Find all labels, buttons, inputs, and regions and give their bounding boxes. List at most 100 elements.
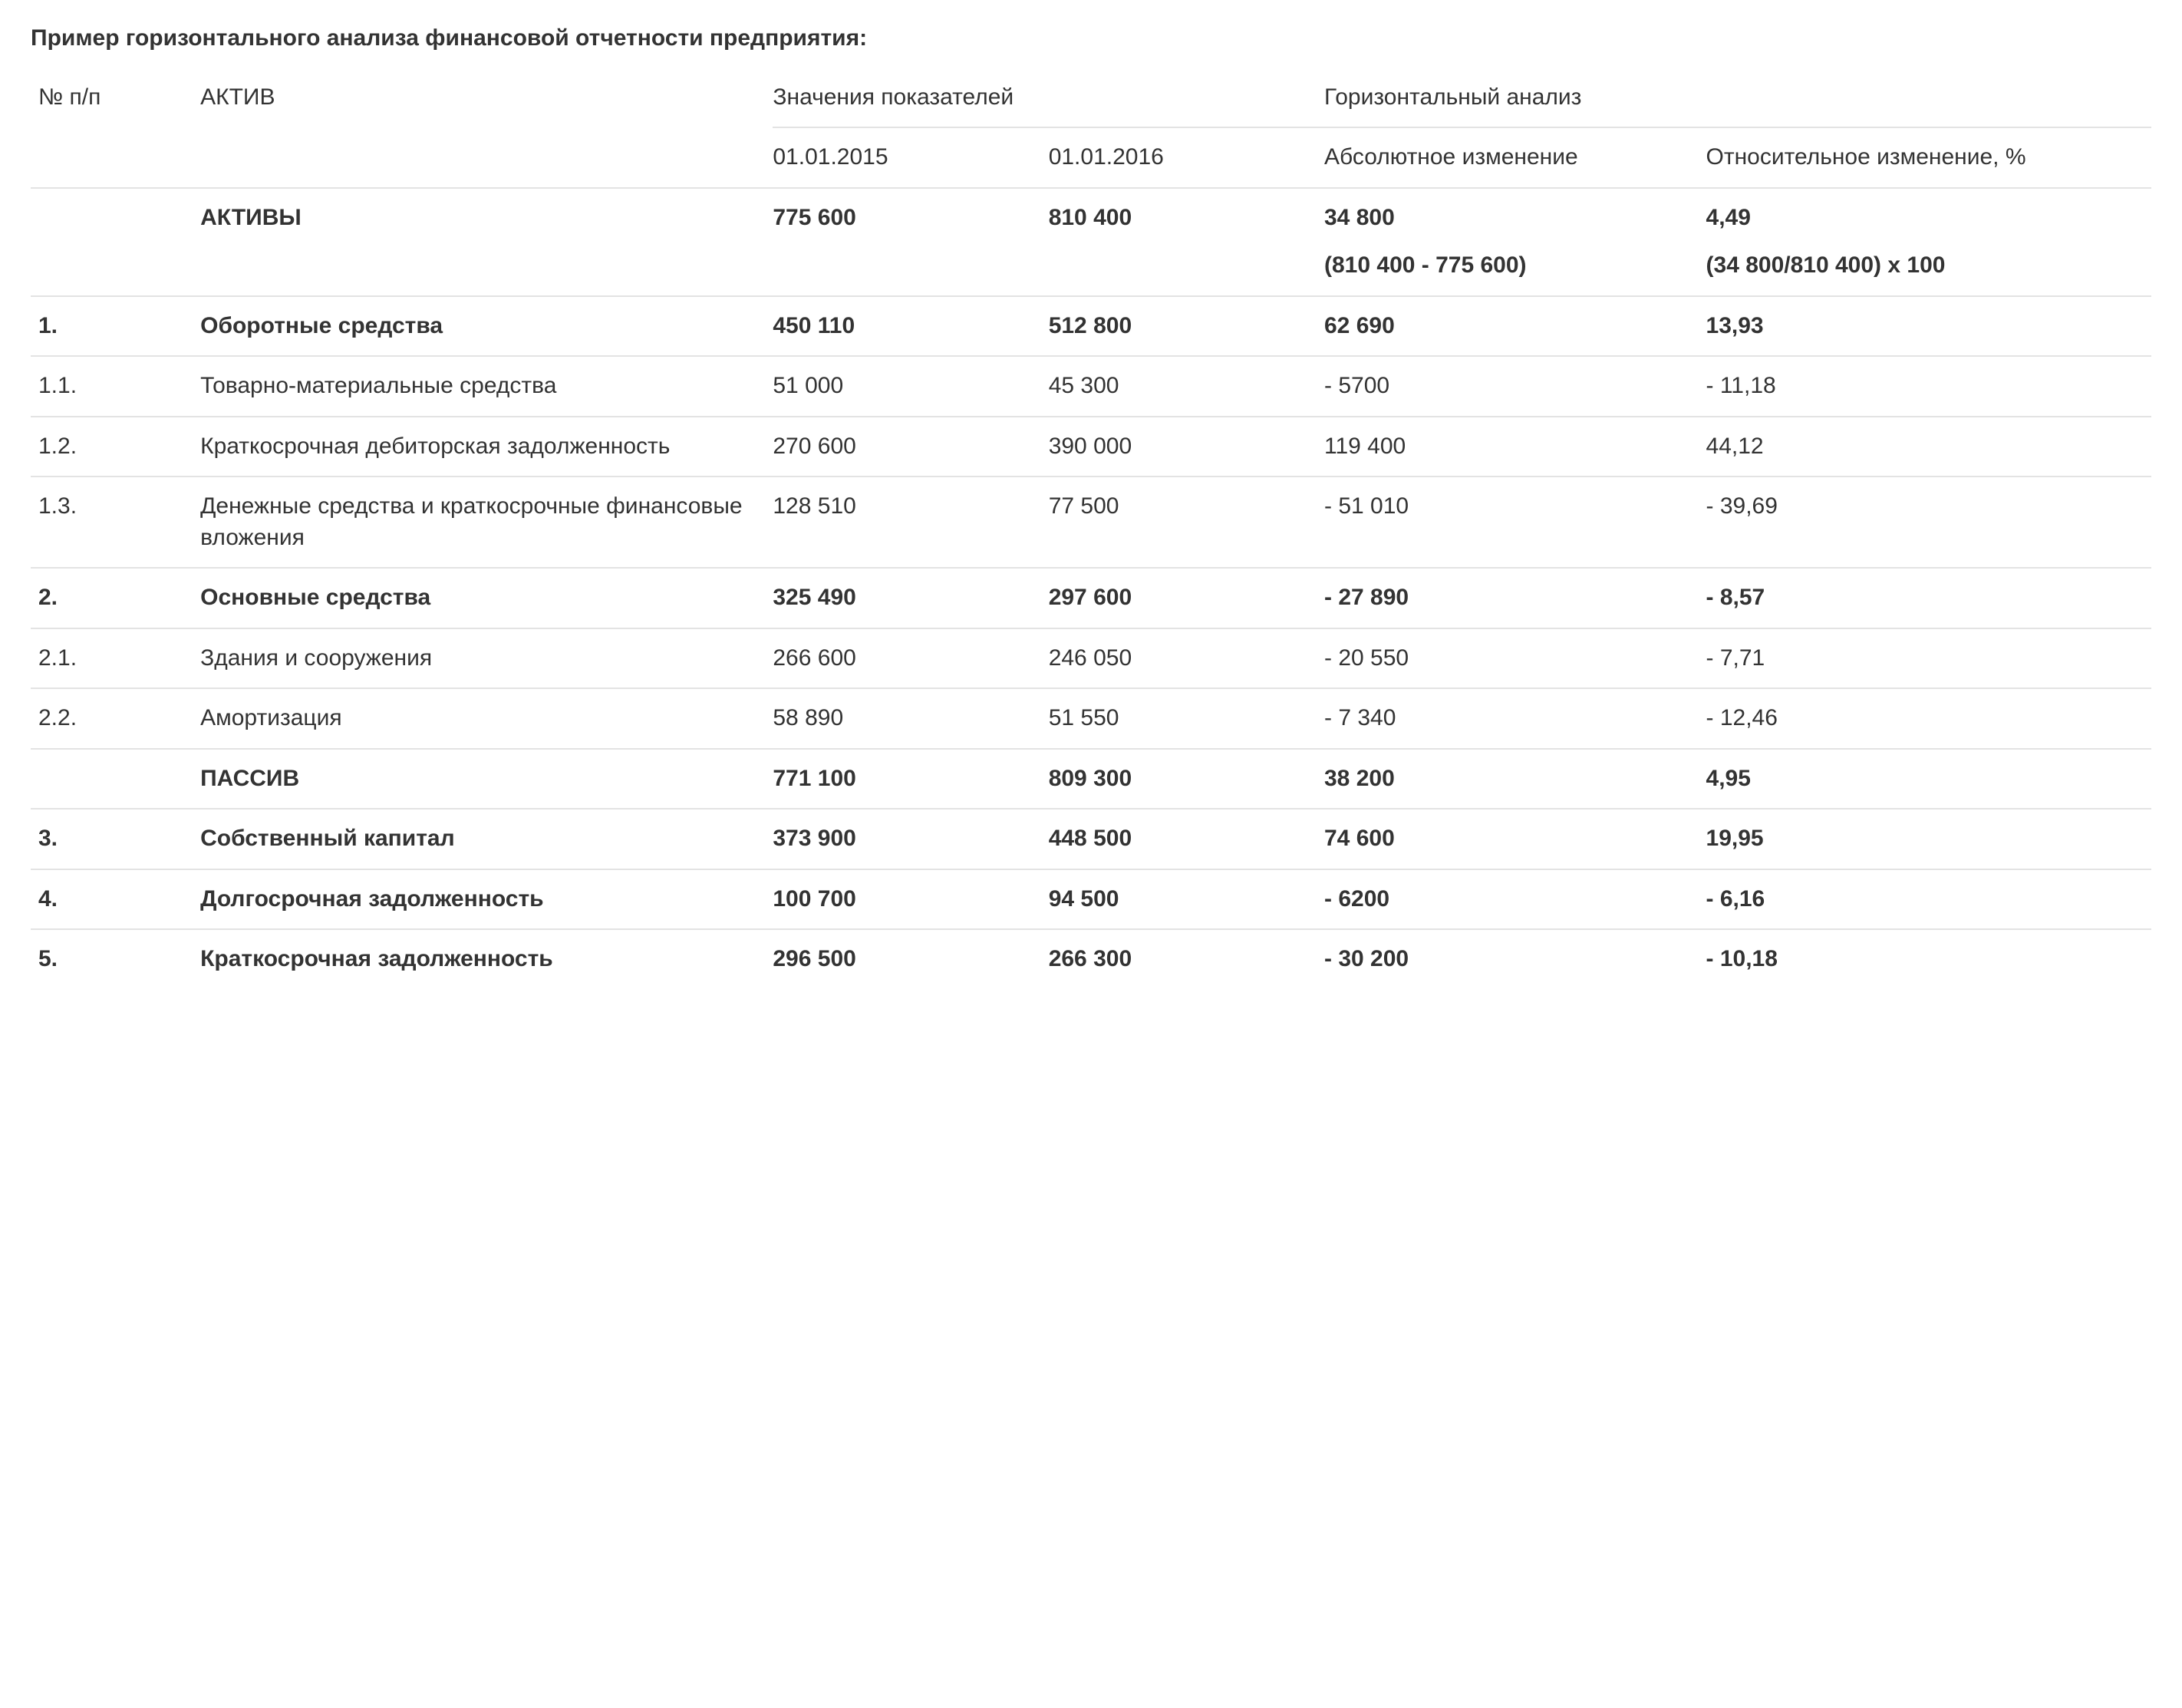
cell-v1: 775 600 [773, 188, 1048, 248]
cell-num [31, 749, 200, 809]
cell-v1: 270 600 [773, 417, 1048, 477]
table-row: 3.Собственный капитал373 900448 50074 60… [31, 809, 2151, 869]
cell-name: Краткосрочная задолженность [200, 929, 773, 989]
cell-abs: - 30 200 [1324, 929, 1706, 989]
cell-abs: 62 690 [1324, 296, 1706, 357]
page-title: Пример горизонтального анализа финансово… [31, 23, 2151, 54]
cell-num: 5. [31, 929, 200, 989]
cell-abs: 119 400 [1324, 417, 1706, 477]
table-row: 1.1.Товарно-материальные средства51 0004… [31, 356, 2151, 417]
header-num: № п/п [31, 68, 200, 188]
header-values-group: Значения показателей [773, 68, 1324, 128]
cell-rel: - 11,18 [1706, 356, 2151, 417]
cell-num [31, 188, 200, 248]
cell-rel: - 6,16 [1706, 869, 2151, 930]
cell-abs: - 20 550 [1324, 628, 1706, 689]
cell-abs: - 7 340 [1324, 688, 1706, 749]
cell-name [200, 247, 773, 296]
cell-v2: 809 300 [1049, 749, 1324, 809]
cell-v2 [1049, 247, 1324, 296]
cell-v2: 77 500 [1049, 476, 1324, 568]
cell-abs: (810 400 - 775 600) [1324, 247, 1706, 296]
cell-v1: 58 890 [773, 688, 1048, 749]
cell-num [31, 247, 200, 296]
cell-rel: (34 800/810 400) х 100 [1706, 247, 2151, 296]
table-header: № п/п АКТИВ Значения показателей Горизон… [31, 68, 2151, 188]
cell-rel: - 39,69 [1706, 476, 2151, 568]
cell-num: 1.1. [31, 356, 200, 417]
table-row: 2.1.Здания и сооружения266 600246 050- 2… [31, 628, 2151, 689]
header-analysis-group: Горизонтальный анализ [1324, 68, 2151, 128]
table-row: АКТИВЫ775 600810 40034 8004,49 [31, 188, 2151, 248]
cell-name: ПАССИВ [200, 749, 773, 809]
cell-name: Амортизация [200, 688, 773, 749]
cell-rel: - 8,57 [1706, 568, 2151, 628]
table-row: 1.Оборотные средства450 110512 80062 690… [31, 296, 2151, 357]
cell-num: 3. [31, 809, 200, 869]
cell-name: Денежные средства и краткосрочные финанс… [200, 476, 773, 568]
cell-num: 2. [31, 568, 200, 628]
cell-v2: 810 400 [1049, 188, 1324, 248]
table-row: 1.2.Краткосрочная дебиторская задолженно… [31, 417, 2151, 477]
cell-name: Долгосрочная задолженность [200, 869, 773, 930]
cell-rel: - 7,71 [1706, 628, 2151, 689]
table-row: (810 400 - 775 600)(34 800/810 400) х 10… [31, 247, 2151, 296]
table-row: 1.3.Денежные средства и краткосрочные фи… [31, 476, 2151, 568]
cell-name: Оборотные средства [200, 296, 773, 357]
header-name: АКТИВ [200, 68, 773, 188]
cell-rel: 44,12 [1706, 417, 2151, 477]
table-row: 4.Долгосрочная задолженность100 70094 50… [31, 869, 2151, 930]
cell-v1: 450 110 [773, 296, 1048, 357]
cell-num: 1. [31, 296, 200, 357]
table-row: ПАССИВ771 100809 30038 2004,95 [31, 749, 2151, 809]
cell-num: 1.2. [31, 417, 200, 477]
cell-v2: 448 500 [1049, 809, 1324, 869]
cell-name: Здания и сооружения [200, 628, 773, 689]
cell-v1 [773, 247, 1048, 296]
cell-abs: - 51 010 [1324, 476, 1706, 568]
cell-rel: 19,95 [1706, 809, 2151, 869]
cell-abs: - 5700 [1324, 356, 1706, 417]
table-row: 2.Основные средства325 490297 600- 27 89… [31, 568, 2151, 628]
cell-v2: 45 300 [1049, 356, 1324, 417]
cell-abs: 74 600 [1324, 809, 1706, 869]
cell-name: Основные средства [200, 568, 773, 628]
table-body: АКТИВЫ775 600810 40034 8004,49(810 400 -… [31, 188, 2151, 989]
header-rel: Относительное изменение, % [1706, 127, 2151, 188]
cell-abs: - 27 890 [1324, 568, 1706, 628]
cell-name: Товарно-материальные средства [200, 356, 773, 417]
cell-name: АКТИВЫ [200, 188, 773, 248]
cell-v1: 325 490 [773, 568, 1048, 628]
table-row: 5.Краткосрочная задолженность296 500266 … [31, 929, 2151, 989]
cell-v2: 297 600 [1049, 568, 1324, 628]
cell-rel: 13,93 [1706, 296, 2151, 357]
cell-num: 2.2. [31, 688, 200, 749]
cell-abs: 38 200 [1324, 749, 1706, 809]
cell-rel: 4,49 [1706, 188, 2151, 248]
header-abs: Абсолютное изменение [1324, 127, 1706, 188]
cell-v1: 266 600 [773, 628, 1048, 689]
cell-num: 4. [31, 869, 200, 930]
cell-v1: 128 510 [773, 476, 1048, 568]
cell-abs: 34 800 [1324, 188, 1706, 248]
cell-v2: 266 300 [1049, 929, 1324, 989]
cell-v1: 771 100 [773, 749, 1048, 809]
cell-v2: 246 050 [1049, 628, 1324, 689]
cell-v2: 94 500 [1049, 869, 1324, 930]
cell-abs: - 6200 [1324, 869, 1706, 930]
cell-rel: 4,95 [1706, 749, 2151, 809]
cell-v2: 51 550 [1049, 688, 1324, 749]
cell-v2: 512 800 [1049, 296, 1324, 357]
financial-analysis-table: № п/п АКТИВ Значения показателей Горизон… [31, 68, 2151, 989]
cell-v1: 296 500 [773, 929, 1048, 989]
cell-rel: - 10,18 [1706, 929, 2151, 989]
cell-v1: 100 700 [773, 869, 1048, 930]
cell-rel: - 12,46 [1706, 688, 2151, 749]
cell-name: Краткосрочная дебиторская задолженность [200, 417, 773, 477]
cell-v1: 51 000 [773, 356, 1048, 417]
cell-v1: 373 900 [773, 809, 1048, 869]
cell-num: 2.1. [31, 628, 200, 689]
cell-v2: 390 000 [1049, 417, 1324, 477]
header-date1: 01.01.2015 [773, 127, 1048, 188]
cell-name: Собственный капитал [200, 809, 773, 869]
